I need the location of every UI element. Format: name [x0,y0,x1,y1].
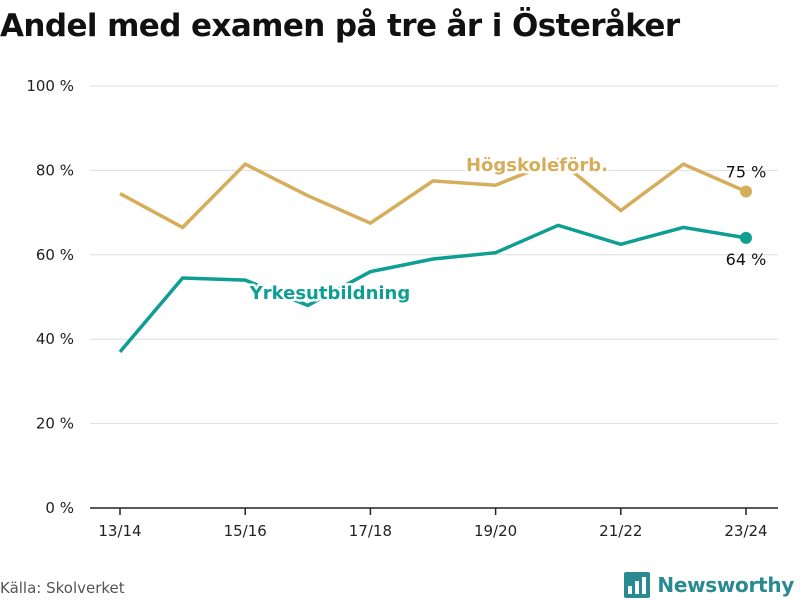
y-tick-label: 60 % [36,246,74,264]
x-tick-label: 21/22 [599,522,642,540]
series-labels: 75 % Högskoleförb. 64 % Yrkesutbildning [246,153,767,307]
series-lines [118,157,752,354]
chart-title: Andel med examen på tre år i Österåker [0,8,680,44]
source-note: Källa: Skolverket [0,579,125,597]
gridlines [90,85,778,425]
y-axis-ticks: 0 % 20 % 40 % 60 % 80 % 100 % [26,77,74,517]
x-tick-label: 23/24 [724,522,767,540]
series-name-label: Yrkesutbildning [249,283,411,304]
newsworthy-logo-icon [624,572,651,598]
y-tick-label: 40 % [36,330,74,348]
x-tick-label: 19/20 [474,522,517,540]
series-end-label: 64 % [726,250,767,269]
y-tick-label: 20 % [36,415,74,433]
series-end-label: 75 % [726,163,767,182]
series-end-point [740,185,752,198]
series-line [118,223,747,354]
y-tick-label: 0 % [45,499,74,517]
series-name-label: Högskoleförb. [466,155,608,176]
series-line [119,157,747,230]
x-tick-label: 15/16 [224,522,267,540]
series-end-point [740,231,752,244]
brand-logo[interactable]: Newsworthy [624,569,794,601]
x-tick-label: 13/14 [98,522,141,540]
brand-name: Newsworthy [657,573,794,597]
line-chart: 0 % 20 % 40 % 60 % 80 % 100 % 13/14 15/16 17/18… [26,77,778,540]
x-axis: 13/14 15/16 17/18 19/20 21/22 23/24 [90,507,778,540]
y-tick-label: 100 % [26,77,74,95]
y-tick-label: 80 % [36,161,74,179]
x-tick-label: 17/18 [349,522,392,540]
